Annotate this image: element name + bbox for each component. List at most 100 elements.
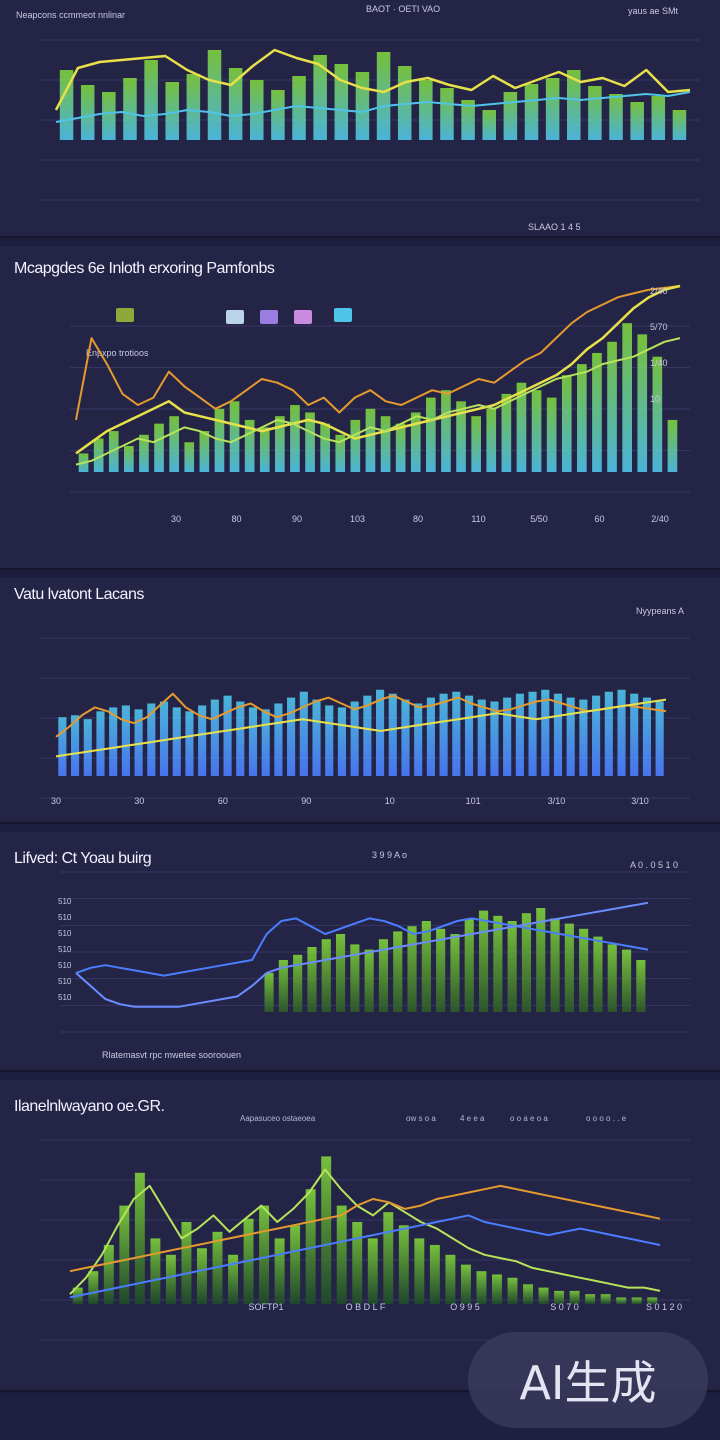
- chart5-bar: [460, 1264, 471, 1304]
- chart3-tick-label: 60: [218, 796, 228, 806]
- chart2-bar: [486, 408, 497, 472]
- chart4-blue-low-line: [75, 901, 649, 1008]
- chart1-bar: [292, 76, 306, 140]
- chart3-right-label: Nyypeans A: [636, 606, 685, 616]
- chart5-bar: [523, 1284, 533, 1304]
- chart4-bar: [393, 931, 403, 1012]
- chart4-footer-label: Rlatemasvt rpc mwetee sooroouen: [102, 1050, 242, 1060]
- chart5-tick-label: O 9 9 5: [450, 1302, 480, 1312]
- chart5-bar: [119, 1205, 130, 1304]
- chart4-bar: [507, 921, 517, 1012]
- chart3-tick-label: 90: [301, 796, 311, 806]
- chart2-legend-left: Enpxpo trotioos: [86, 348, 149, 358]
- chart4-bar: [536, 908, 546, 1012]
- chart2-tick-label: 2/40: [651, 514, 669, 524]
- chart3-bar: [159, 701, 169, 776]
- chart2-tick-label: 80: [231, 514, 241, 524]
- chart5-tick-label: O B D L F: [346, 1302, 386, 1312]
- chart1-bar: [334, 64, 349, 140]
- chart3-bar: [604, 691, 613, 776]
- chart1-bar: [461, 100, 475, 140]
- chart3-bar: [617, 689, 626, 776]
- chart3-bar: [248, 707, 258, 776]
- chart3-bar: [566, 697, 575, 776]
- chart3-bar: [70, 715, 80, 776]
- chart4-blue-line: [75, 917, 649, 977]
- chart1-cyan-line: [55, 91, 691, 123]
- chart3-tick-label: 101: [466, 796, 481, 806]
- chart-panel-3: Vatu lvatont Lacans Nyypeans A 30 30 60 90 1…: [0, 578, 720, 824]
- chart3-bar: [464, 695, 474, 776]
- chart1-bar: [524, 84, 539, 140]
- chart3-bar: [642, 697, 652, 776]
- chart2-legend-right: 10: [650, 394, 660, 404]
- chart3-bar: [515, 693, 524, 776]
- chart3-bar: [223, 695, 232, 776]
- chart2-bar: [169, 416, 179, 472]
- chart2-bar: [577, 364, 587, 472]
- chart1-bar: [144, 60, 158, 140]
- chart2-bar: [426, 397, 436, 472]
- chart4-y-tick: 510: [58, 961, 72, 970]
- chart3-yellow-line: [55, 698, 667, 758]
- chart4-bar: [464, 918, 474, 1012]
- chart4-bar: [407, 926, 417, 1012]
- legend-chip-2: [226, 310, 244, 324]
- chart1-yellow-line: [54, 48, 691, 111]
- chart-panel-1: Neapcons ccmmeot nnlinar BAOT · OETI VAO…: [0, 0, 720, 238]
- chart2-bar: [395, 423, 406, 472]
- chart1-bar: [503, 92, 518, 140]
- chart5-bar: [197, 1248, 207, 1304]
- chart3-bar: [630, 693, 639, 776]
- chart2-bar: [199, 431, 210, 472]
- chart4-bar: [607, 944, 617, 1012]
- chart5-bar: [165, 1254, 176, 1304]
- chart4-bar: [550, 918, 560, 1012]
- chart1-bar: [165, 82, 179, 140]
- chart3-bar: [172, 707, 181, 776]
- chart2-legend-right: 1/40: [650, 358, 668, 368]
- chart2-bar: [154, 423, 164, 472]
- chart5-header-4: o o o o . . e: [586, 1114, 627, 1123]
- chart5-bar: [103, 1244, 114, 1304]
- chart5-bar: [274, 1238, 285, 1304]
- chart3-bar: [477, 699, 486, 776]
- chart1-bar: [186, 74, 201, 140]
- chart4-bar: [350, 944, 360, 1012]
- chart3-orange-line: [55, 692, 667, 738]
- chart3-tick-label: 30: [51, 796, 61, 806]
- chart2-bar: [305, 412, 315, 472]
- chart2-bar: [456, 401, 466, 472]
- chart2-tick-label: 90: [292, 514, 302, 524]
- chart2-yellow-line: [75, 284, 681, 455]
- chart4-y-tick: 510: [58, 945, 72, 954]
- chart1-bar: [59, 70, 74, 140]
- legend-chip-5: [334, 308, 352, 322]
- chart3-bar: [185, 711, 194, 776]
- chart4-bar: [264, 973, 274, 1012]
- chart2-orange-line: [75, 285, 681, 421]
- chart5-bar: [445, 1254, 456, 1304]
- chart3-title: Vatu lvatont Lacans: [14, 586, 144, 603]
- chart1-bar: [376, 52, 391, 140]
- chart2-bar: [667, 419, 678, 472]
- chart3-bar: [655, 701, 664, 776]
- chart5-bar: [88, 1271, 99, 1304]
- chart3-bar: [58, 717, 67, 776]
- chart1-bar: [355, 72, 370, 140]
- chart1-bar: [102, 92, 116, 140]
- chart5-bar: [554, 1290, 565, 1304]
- chart5-bar: [569, 1290, 580, 1304]
- chart-4-svg: 510 510 510 510 510 510 510: [58, 871, 690, 1033]
- chart4-bar: [378, 939, 389, 1012]
- chart4-bar: [579, 928, 589, 1012]
- chart2-bar: [561, 375, 572, 472]
- chart5-bar: [398, 1225, 409, 1304]
- chart1-bar: [313, 55, 327, 140]
- chart5-orange-line: [69, 1184, 661, 1273]
- chart5-green-line: [69, 1168, 661, 1295]
- chart2-bar: [546, 397, 557, 472]
- chart3-bar: [121, 705, 130, 776]
- chart2-bar: [124, 445, 134, 472]
- chart3-bar: [198, 705, 207, 776]
